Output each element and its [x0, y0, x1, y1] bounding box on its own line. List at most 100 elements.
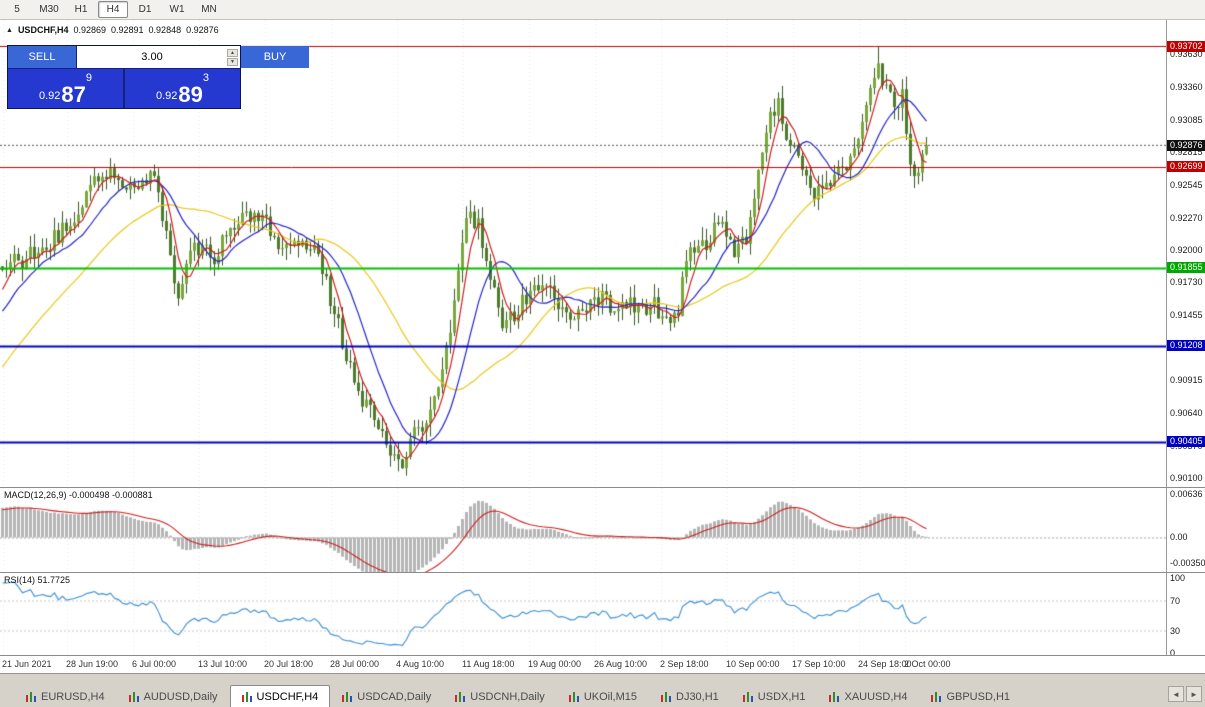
time-label: 2 Oct 00:00 — [904, 659, 951, 669]
sell-price-pip: 9 — [85, 72, 93, 84]
time-label: 10 Sep 00:00 — [726, 659, 780, 669]
chart-tab-xauusd[interactable]: XAUUSD,H4 — [817, 685, 919, 707]
timeframe-button-5[interactable]: 5 — [14, 4, 20, 15]
price-tick: 0.90640 — [1170, 408, 1203, 419]
volume-up-icon[interactable]: ▲ — [227, 48, 238, 57]
ohlc-high: 0.92891 — [111, 25, 144, 35]
buy-price-big: 89 — [178, 82, 203, 107]
chart-tab-audusd[interactable]: AUDUSD,Daily — [117, 685, 230, 707]
buy-price-display[interactable]: 0.92 89 3 — [125, 69, 240, 108]
tab-label: USDCHF,H4 — [256, 690, 319, 703]
rsi-axis-label: 100 — [1170, 573, 1186, 583]
chart-tab-gbpusd[interactable]: GBPUSD,H1 — [919, 685, 1022, 707]
timeframe-button-m30[interactable]: M30 — [39, 4, 59, 15]
price-tick: 0.93360 — [1170, 81, 1203, 92]
price-tick: 0.93085 — [1170, 114, 1203, 125]
tab-label: USDX,H1 — [757, 690, 806, 703]
timeframe-button-h4[interactable]: H4 — [98, 1, 128, 18]
tab-label: XAUUSD,H4 — [844, 690, 908, 703]
tab-label: UKOil,M15 — [583, 690, 637, 703]
macd-canvas[interactable] — [0, 488, 1166, 572]
time-label: 4 Aug 10:00 — [396, 659, 445, 669]
timeframe-button-mn[interactable]: MN — [201, 4, 217, 15]
price-badge: 0.93702 — [1167, 40, 1205, 52]
tab-label: USDCNH,Daily — [470, 690, 545, 703]
rsi-label: RSI(14) 51.7725 — [4, 575, 71, 585]
chart-tab-usdx[interactable]: USDX,H1 — [731, 685, 818, 707]
timeframe-button-h1[interactable]: H1 — [74, 4, 88, 15]
mini-chart-icon — [742, 691, 753, 702]
collapse-subwindow-icon[interactable]: ▲ — [6, 26, 13, 34]
time-label: 13 Jul 10:00 — [198, 659, 248, 669]
macd-label: MACD(12,26,9) -0.000498 -0.000881 — [4, 490, 153, 500]
price-tick: 0.90915 — [1170, 375, 1203, 386]
tab-scroll-right-icon[interactable]: ► — [1186, 686, 1202, 702]
price-tick: 0.92000 — [1170, 244, 1203, 255]
volume-down-icon[interactable]: ▼ — [227, 57, 238, 66]
rsi-axis-label: 30 — [1170, 625, 1181, 636]
mini-chart-icon — [128, 691, 139, 702]
volume-stepper: ▲ ▼ — [227, 48, 238, 66]
macd-axis-label: 0.00636 — [1170, 489, 1203, 499]
mini-chart-icon — [342, 691, 353, 702]
volume-box: ▲ ▼ — [77, 46, 240, 68]
macd-axis-label: 0.00 — [1170, 532, 1188, 543]
price-axis: 0.93630 0.93360 0.93085 0.92815 0.92545 0.922… — [1166, 20, 1205, 658]
tab-list: EURUSD,H4 AUDUSD,Daily USDCHF,H4 USDCAD,Dai… — [14, 685, 1022, 707]
price-tick: 0.91455 — [1170, 310, 1203, 321]
chart-tab-usdcnh[interactable]: USDCNH,Daily — [443, 685, 557, 707]
mini-chart-icon — [829, 691, 840, 702]
price-tick: 0.93630 — [1170, 49, 1203, 60]
time-label: 19 Aug 00:00 — [528, 659, 582, 669]
time-label: 2 Sep 18:00 — [660, 659, 709, 669]
chart-tab-usdchf[interactable]: USDCHF,H4 — [229, 685, 331, 707]
chart-tab-eurusd[interactable]: EURUSD,H4 — [14, 685, 117, 707]
macd-axis-label: -0.00350 — [1170, 558, 1205, 568]
rsi-axis-label: 0 — [1170, 648, 1176, 658]
price-tick: 0.92270 — [1170, 212, 1203, 223]
mini-chart-icon — [241, 691, 252, 702]
panel-separator[interactable] — [0, 572, 1205, 573]
price-tick: 0.91730 — [1170, 277, 1203, 288]
price-tick: 0.90100 — [1170, 473, 1203, 484]
chart-tab-ukoil[interactable]: UKOil,M15 — [557, 685, 649, 707]
timeframe-button-w1[interactable]: W1 — [169, 4, 185, 15]
one-click-trading-panel: SELL ▲ ▼ BUY 0.92 87 9 0.92 89 3 — [8, 46, 309, 108]
time-label: 20 Jul 18:00 — [264, 659, 314, 669]
buy-button[interactable]: BUY — [241, 46, 309, 68]
tab-label: DJ30,H1 — [676, 690, 719, 703]
rsi-canvas[interactable] — [0, 573, 1166, 655]
ohlc-low: 0.92848 — [148, 25, 182, 35]
mini-chart-icon — [455, 691, 466, 702]
time-label: 26 Aug 10:00 — [594, 659, 648, 669]
time-label: 24 Sep 18:00 — [858, 659, 912, 669]
tab-scroll: ◄ ► — [1168, 686, 1202, 702]
price-badge: 0.91208 — [1167, 340, 1205, 352]
price-badge: 0.92876 — [1167, 139, 1205, 151]
ohlc-open: 0.92869 — [73, 25, 106, 35]
sell-price-big: 87 — [61, 82, 86, 107]
volume-input[interactable] — [79, 47, 225, 67]
sell-price-display[interactable]: 0.92 87 9 — [8, 69, 123, 108]
buy-price-head: 0.92 — [155, 90, 178, 102]
price-tick: 0.92815 — [1170, 147, 1203, 158]
time-label: 28 Jun 19:00 — [66, 659, 119, 669]
time-label: 17 Sep 10:00 — [792, 659, 846, 669]
tab-label: GBPUSD,H1 — [946, 690, 1011, 703]
mini-chart-icon — [568, 691, 579, 702]
tab-label: EURUSD,H4 — [41, 690, 105, 703]
sell-price-head: 0.92 — [38, 90, 61, 102]
chart-tab-dj30[interactable]: DJ30,H1 — [649, 685, 731, 707]
chart-title: ▲ USDCHF,H4 0.92869 0.92891 0.92848 0.92… — [6, 25, 219, 35]
tab-scroll-left-icon[interactable]: ◄ — [1168, 686, 1184, 702]
price-tick: 0.92545 — [1170, 179, 1203, 190]
tab-label: AUDUSD,Daily — [143, 690, 218, 703]
ohlc-close: 0.92876 — [186, 25, 219, 35]
sell-button[interactable]: SELL — [8, 46, 76, 68]
tab-label: USDCAD,Daily — [357, 690, 432, 703]
chart-tab-usdcad[interactable]: USDCAD,Daily — [330, 685, 443, 707]
panel-separator[interactable] — [0, 655, 1205, 656]
panel-separator[interactable] — [0, 487, 1205, 488]
timeframe-button-d1[interactable]: D1 — [138, 4, 152, 15]
chart-tab-bar: EURUSD,H4 AUDUSD,Daily USDCHF,H4 USDCAD,Dai… — [0, 673, 1205, 707]
